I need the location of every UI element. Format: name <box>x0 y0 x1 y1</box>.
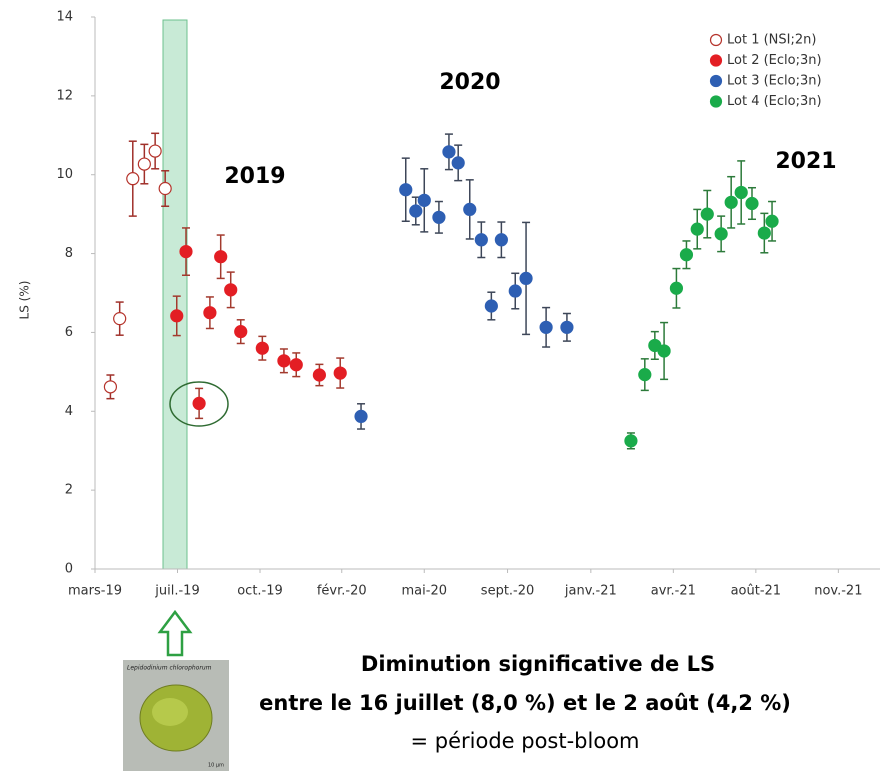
point <box>765 214 779 228</box>
point <box>638 368 652 382</box>
legend-marker <box>709 54 723 67</box>
point <box>126 172 140 186</box>
point <box>277 354 291 368</box>
legend-label: Lot 1 (NSI;2n) <box>727 33 816 48</box>
inset-title: Lepidodinium chlorophorum <box>127 665 212 672</box>
caption: Diminution significative de LS <box>361 652 715 676</box>
legend-marker <box>709 33 723 47</box>
point <box>148 144 162 158</box>
point <box>234 325 248 339</box>
x-tick-label: nov.-21 <box>814 584 862 599</box>
point <box>700 207 714 221</box>
point <box>137 157 151 171</box>
point <box>214 250 228 264</box>
legend-marker <box>709 95 723 108</box>
y-tick-label: 8 <box>65 246 73 261</box>
caption: entre le 16 juillet (8,0 %) et le 2 août… <box>259 691 791 715</box>
point <box>508 284 522 298</box>
point <box>484 299 498 313</box>
annotation: 2020 <box>439 70 500 95</box>
x-tick-label: mars-19 <box>68 584 122 599</box>
point <box>494 233 508 247</box>
arrow <box>157 609 193 657</box>
y-tick-label: 2 <box>65 483 73 498</box>
point <box>714 227 728 241</box>
point <box>474 233 488 247</box>
point <box>624 434 638 448</box>
y-tick-label: 0 <box>65 562 73 577</box>
point <box>432 210 446 224</box>
point <box>192 396 206 410</box>
point <box>539 320 553 334</box>
caption: = période post-bloom <box>410 729 639 753</box>
legend-label: Lot 2 (Eclo;3n) <box>727 53 822 68</box>
point <box>399 183 413 197</box>
x-tick-label: janv.-21 <box>564 584 617 599</box>
x-tick-label: sept.-20 <box>481 584 535 599</box>
point <box>690 222 704 236</box>
y-tick-label: 14 <box>56 10 73 25</box>
annotation: 2019 <box>224 164 285 189</box>
point <box>103 380 118 394</box>
point <box>409 204 423 218</box>
cell-detail <box>152 698 188 726</box>
legend-label: Lot 4 (Eclo;3n) <box>727 94 822 109</box>
point <box>669 281 684 295</box>
point <box>417 193 431 207</box>
highlight-band <box>162 19 188 570</box>
point <box>170 309 184 323</box>
y-tick-label: 12 <box>56 88 73 103</box>
point <box>442 145 456 159</box>
point <box>354 409 368 424</box>
y-tick-label: 4 <box>65 404 73 419</box>
point <box>724 195 738 209</box>
x-tick-label: oct.-19 <box>237 584 283 599</box>
inset-scale: 10 µm <box>208 763 224 769</box>
point <box>255 341 269 355</box>
point <box>113 312 127 326</box>
point <box>333 366 347 380</box>
x-tick-label: mai-20 <box>402 584 447 599</box>
point <box>224 283 238 297</box>
point <box>560 320 574 334</box>
point <box>679 248 694 262</box>
point <box>158 181 172 196</box>
x-tick-label: août-21 <box>731 584 782 599</box>
y-axis-label: LS (%) <box>18 281 32 320</box>
x-tick-label: juil.-19 <box>154 584 199 599</box>
annotation: 2021 <box>775 149 836 174</box>
point <box>745 196 759 211</box>
highlight-ellipse <box>169 381 229 427</box>
legend-label: Lot 3 (Eclo;3n) <box>727 74 822 89</box>
point <box>179 245 193 259</box>
y-tick-label: 10 <box>56 167 73 182</box>
point <box>519 271 533 286</box>
y-tick-label: 6 <box>65 325 73 340</box>
point <box>289 358 303 372</box>
point <box>463 202 477 217</box>
point <box>657 344 671 358</box>
x-tick-label: févr.-20 <box>317 584 367 599</box>
point <box>451 156 465 170</box>
point <box>757 226 771 240</box>
point <box>312 368 326 382</box>
point <box>734 185 748 200</box>
x-tick-label: avr.-21 <box>651 584 696 599</box>
legend-marker <box>709 74 723 88</box>
point <box>203 306 217 320</box>
